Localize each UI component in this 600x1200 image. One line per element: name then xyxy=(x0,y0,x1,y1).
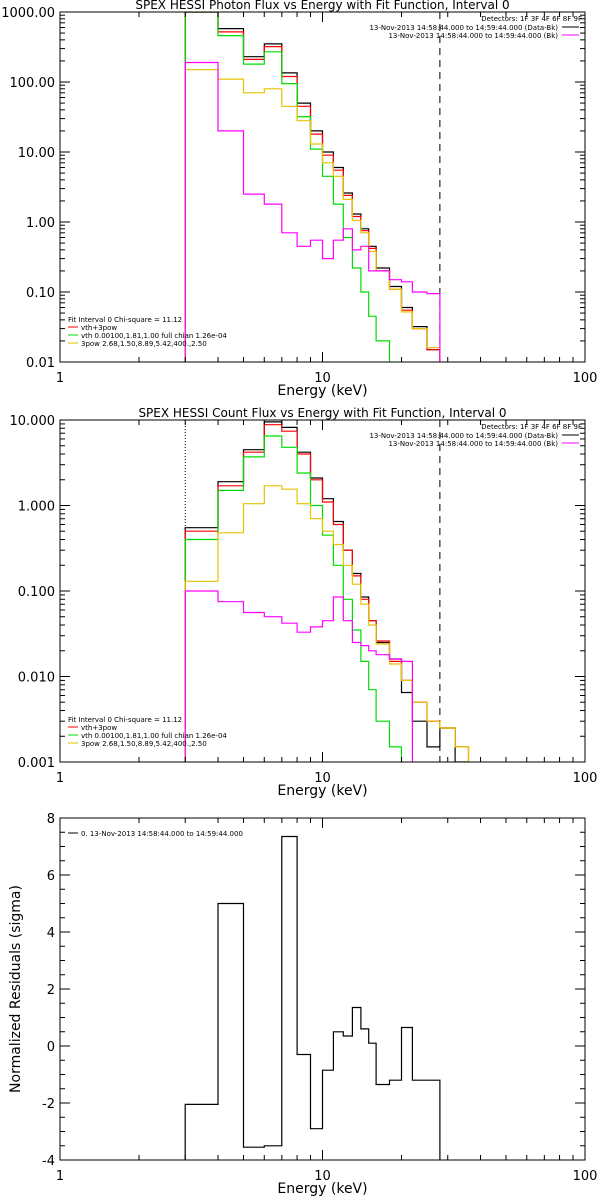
x-axis: 1 10 100 Energy (keV) xyxy=(56,12,598,399)
y-tick-label: 4 xyxy=(47,926,55,941)
plot-area xyxy=(184,421,470,762)
x-tick-label: 100 xyxy=(573,1169,598,1184)
plot-area xyxy=(184,835,441,1160)
legend-item-label: vth+3pow xyxy=(81,324,117,332)
axes-frame xyxy=(59,11,586,363)
series-data-line xyxy=(184,835,441,1160)
axes-frame xyxy=(59,419,586,763)
y-tick-label: 0.010 xyxy=(18,671,55,686)
y-tick-label: 0.01 xyxy=(26,356,55,371)
x-tick-label: 10 xyxy=(314,771,331,786)
y-tick-label: 0.10 xyxy=(26,286,55,301)
y-axis-label: Normalized Residuals (sigma) xyxy=(8,885,24,1093)
legend: 0. 13-Nov-2013 14:58:44.000 to 14:59:44.… xyxy=(68,830,243,838)
x-tick-label: 100 xyxy=(573,371,598,386)
y-tick-label: 0.100 xyxy=(18,585,55,600)
y-tick-label: -4 xyxy=(42,1154,55,1169)
x-tick-label: 1 xyxy=(56,771,64,786)
x-axis-label: Energy (keV) xyxy=(277,783,367,799)
chart-title: SPEX HESSI Photon Flux vs Energy with Fi… xyxy=(135,0,509,12)
series-vth-line xyxy=(184,12,391,362)
header-time-label: 13-Nov-2013 14:58:44.000 to 14:59:44.000… xyxy=(369,432,558,440)
x-tick-label: 10 xyxy=(314,371,331,386)
y-tick-label: 0.001 xyxy=(18,756,55,771)
x-tick-label: 100 xyxy=(573,771,598,786)
legend-header: Fit Interval 0 Chi-square = 11.12 xyxy=(68,316,182,324)
series-fit_total-line xyxy=(184,424,470,762)
y-tick-label: 8 xyxy=(47,812,55,827)
plot-header: Detectors: 1F 3F 4F 6F 8F 9F13-Nov-2013 … xyxy=(369,15,582,40)
detectors-label: Detectors: 1F 3F 4F 6F 8F 9F xyxy=(481,15,582,23)
y-tick-label: 100.00 xyxy=(10,76,56,91)
header-time-label: 13-Nov-2013 14:58:44.000 to 14:59:44.000… xyxy=(388,32,558,40)
header-time-label: 13-Nov-2013 14:58:44.000 to 14:59:44.000… xyxy=(369,24,558,32)
series-3pow-line xyxy=(184,485,470,762)
legend: Fit Interval 0 Chi-square = 11.12vth+3po… xyxy=(68,716,227,748)
series-background-line xyxy=(184,590,413,762)
residuals-panel: 1 10 100 Energy (keV) 8 6 4 2 0 -2 -4 Normalized Re… xyxy=(8,812,597,1197)
plot-header: Detectors: 1F 3F 4F 6F 8F 9F13-Nov-2013 … xyxy=(369,423,582,448)
series-data-line xyxy=(184,12,441,362)
legend-item-label: 3pow 2.68,1.50,8.89,5.42,400.,2.50 xyxy=(81,340,207,348)
chart-title: SPEX HESSI Count Flux vs Energy with Fit… xyxy=(138,406,506,420)
series-vth-line xyxy=(184,435,403,762)
series-background-line xyxy=(184,61,441,362)
x-tick-label: 1 xyxy=(56,371,64,386)
y-tick-label: 10.00 xyxy=(18,146,55,161)
legend-item-label: vth 0.00100,1.81,1.00 full chian 1.26e-0… xyxy=(81,332,227,340)
count-flux-panel: SPEX HESSI Count Flux vs Energy with Fit… xyxy=(10,406,598,799)
y-tick-label: 6 xyxy=(47,869,55,884)
x-tick-label: 1 xyxy=(56,1169,64,1184)
plot-area xyxy=(184,12,441,362)
series-data-line xyxy=(184,421,470,762)
header-time-label: 13-Nov-2013 14:58:44.000 to 14:59:44.000… xyxy=(388,440,558,448)
y-axis: 10.000 1.000 0.100 0.010 0.001 xyxy=(10,414,585,771)
photon-flux-panel: SPEX HESSI Photon Flux vs Energy with Fi… xyxy=(1,0,597,399)
legend-item-label: vth 0.00100,1.81,1.00 full chian 1.26e-0… xyxy=(81,732,227,740)
x-axis: 1 10 100 Energy (keV) xyxy=(56,420,598,799)
x-tick-label: 10 xyxy=(314,1169,331,1184)
y-tick-label: 1.000 xyxy=(18,500,55,515)
y-tick-label: 1.00 xyxy=(26,216,55,231)
legend: Fit Interval 0 Chi-square = 11.12vth+3po… xyxy=(68,316,227,348)
legend-item-label: 0. 13-Nov-2013 14:58:44.000 to 14:59:44.… xyxy=(81,830,243,838)
legend-item-label: 3pow 2.68,1.50,8.89,5.42,400.,2.50 xyxy=(81,740,207,748)
x-axis: 1 10 100 Energy (keV) xyxy=(56,818,598,1197)
y-tick-label: 0 xyxy=(47,1040,55,1055)
legend-item-label: vth+3pow xyxy=(81,724,117,732)
series-fit_total-line xyxy=(184,12,441,362)
y-tick-label: 1000.00 xyxy=(1,6,55,21)
legend-header: Fit Interval 0 Chi-square = 11.12 xyxy=(68,716,182,724)
x-axis-label: Energy (keV) xyxy=(277,383,367,399)
y-tick-label: 2 xyxy=(47,983,55,998)
series-3pow-line xyxy=(184,69,441,362)
y-tick-label: 10.000 xyxy=(10,414,56,429)
x-axis-label: Energy (keV) xyxy=(277,1181,367,1197)
y-axis: 1000.00 100.00 10.00 1.00 0.10 0.01 xyxy=(1,6,585,371)
y-tick-label: -2 xyxy=(42,1097,55,1112)
y-axis: 8 6 4 2 0 -2 -4 Normalized Residuals (sigma) xyxy=(8,812,585,1169)
detectors-label: Detectors: 1F 3F 4F 6F 8F 9F xyxy=(481,423,582,431)
